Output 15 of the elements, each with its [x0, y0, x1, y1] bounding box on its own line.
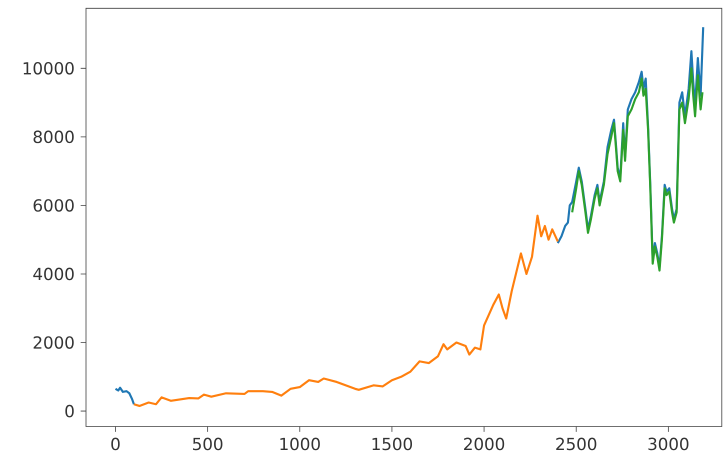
x-tick-label: 500: [193, 438, 222, 450]
y-tick-label: 8000: [34, 130, 74, 144]
x-tick-label: 1500: [372, 438, 412, 450]
line-series: [132, 214, 559, 408]
x-tick-label: 3000: [648, 438, 688, 450]
y-tick-label: 10000: [24, 62, 74, 75]
y-tick-label: 4000: [33, 268, 74, 280]
x-tick-label: 2500: [556, 438, 596, 450]
line-series: [571, 67, 704, 272]
y-tick-label: 0: [65, 404, 74, 418]
y-tick-label: 2000: [34, 336, 74, 349]
y-tick-label: 6000: [34, 199, 74, 212]
x-tick-label: 0: [111, 438, 120, 450]
x-tick-label: 2000: [464, 438, 504, 450]
x-tick-label: 1000: [280, 438, 320, 450]
